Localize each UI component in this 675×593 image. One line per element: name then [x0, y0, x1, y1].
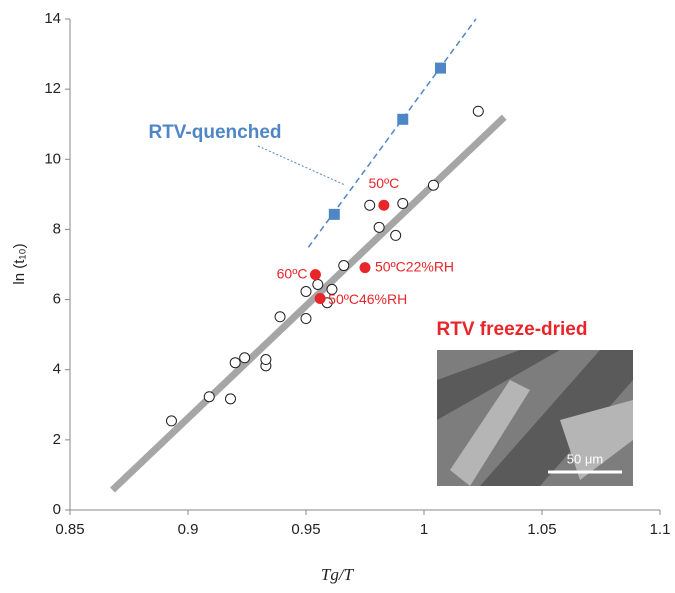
- point: [300, 313, 312, 325]
- point: [312, 278, 324, 290]
- y-tick-label: 8: [53, 220, 61, 237]
- point: [472, 105, 484, 117]
- point: [224, 393, 236, 405]
- annotation: RTV freeze-dried: [437, 319, 588, 340]
- x-tick-label: 1: [420, 521, 428, 538]
- point: [300, 286, 312, 298]
- annotation: RTV-quenched: [148, 122, 281, 143]
- point: [309, 269, 321, 281]
- y-tick-label: 14: [44, 10, 61, 27]
- point: [378, 199, 390, 211]
- point: [359, 262, 371, 274]
- x-tick-label: 1.1: [650, 521, 671, 538]
- y-axis-label: ln (t₁₀): [11, 243, 28, 284]
- point: [239, 352, 251, 364]
- y-tick-label: 4: [53, 361, 61, 378]
- inset-image: 50 μm: [437, 350, 633, 486]
- point: [397, 113, 409, 125]
- point-label: 50ºC22%RH: [375, 258, 454, 274]
- point: [373, 221, 385, 233]
- point: [260, 354, 272, 366]
- point: [328, 208, 340, 220]
- point-label: 50ºC46%RH: [328, 291, 407, 307]
- point: [326, 283, 338, 295]
- x-tick-label: 1.05: [527, 521, 556, 538]
- x-tick-label: 0.9: [178, 521, 199, 538]
- point: [390, 229, 402, 241]
- fit-line: [110, 114, 507, 493]
- scale-bar-label: 50 μm: [567, 451, 603, 466]
- point: [229, 357, 241, 369]
- y-tick-label: 0: [53, 501, 61, 518]
- fit-line: [307, 18, 477, 248]
- point: [203, 391, 215, 403]
- point: [314, 293, 326, 305]
- point-label: 60ºC: [277, 265, 308, 281]
- x-tick-label: 0.95: [291, 521, 320, 538]
- y-tick-label: 2: [53, 431, 61, 448]
- point: [435, 62, 447, 74]
- point: [397, 197, 409, 209]
- point-label: 50ºC: [368, 175, 399, 191]
- y-tick-label: 10: [44, 150, 61, 167]
- point: [165, 415, 177, 427]
- point: [338, 260, 350, 272]
- x-tick-label: 0.85: [55, 521, 84, 538]
- annotation-leader: [257, 145, 346, 186]
- point: [427, 179, 439, 191]
- y-tick-label: 12: [44, 80, 61, 97]
- point: [364, 199, 376, 211]
- y-tick-label: 6: [53, 291, 61, 308]
- point: [274, 311, 286, 323]
- x-axis-label: Tg/T: [321, 565, 355, 584]
